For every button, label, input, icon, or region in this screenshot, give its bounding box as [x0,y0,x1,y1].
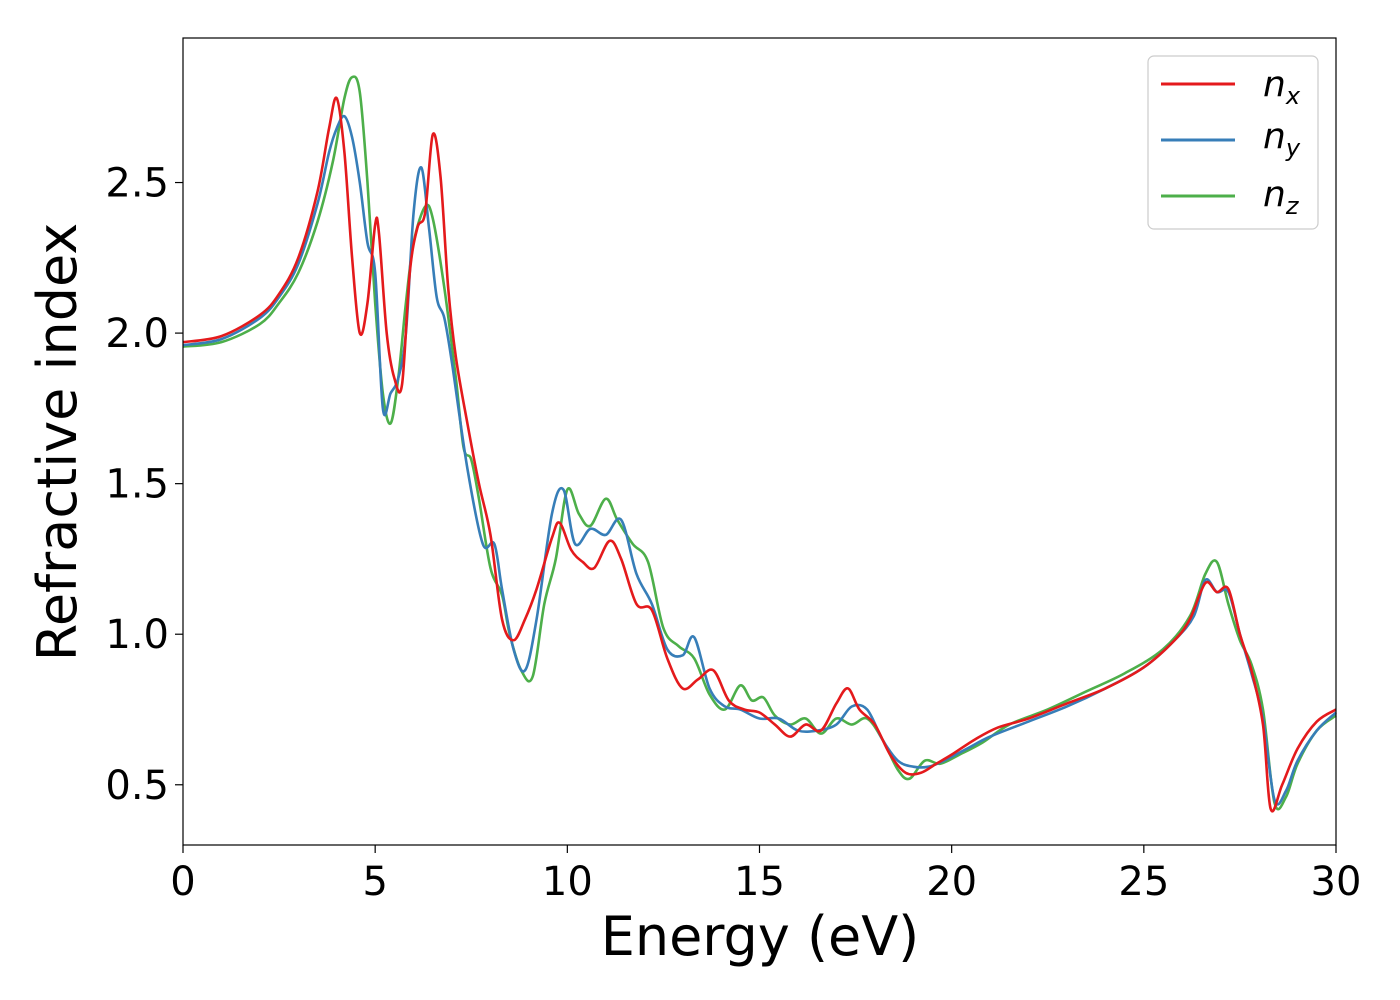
x-tick-label: 5 [362,859,387,905]
legend-label-nx: nx [1263,64,1301,110]
y-tick-label: 0.5 [105,763,169,809]
x-tick-label: 30 [1311,859,1362,905]
y-tick-label: 1.0 [105,612,169,658]
series-line-nz [182,75,1337,811]
x-axis-ticks: 0 5 10 15 20 25 30 [170,845,1361,905]
y-tick-label: 2.0 [105,311,169,357]
y-axis-ticks: 0.5 1.0 1.5 2.0 2.5 [105,161,183,809]
legend-label-nz: nz [1263,174,1300,220]
y-tick-label: 2.5 [105,161,169,207]
y-axis-label: Refractive index [26,223,89,662]
legend-label-ny: ny [1263,116,1301,162]
series-line-nx [182,96,1337,813]
x-tick-label: 25 [1118,859,1169,905]
y-tick-label: 1.5 [105,462,169,508]
x-tick-label: 10 [542,859,593,905]
x-tick-label: 15 [734,859,785,905]
plot-lines [182,75,1337,813]
legend-box [1147,55,1319,230]
x-axis-label: Energy (eV) [601,905,920,968]
legend: nx ny nz [1147,55,1319,230]
x-tick-label: 20 [926,859,977,905]
x-tick-label: 0 [170,859,195,905]
